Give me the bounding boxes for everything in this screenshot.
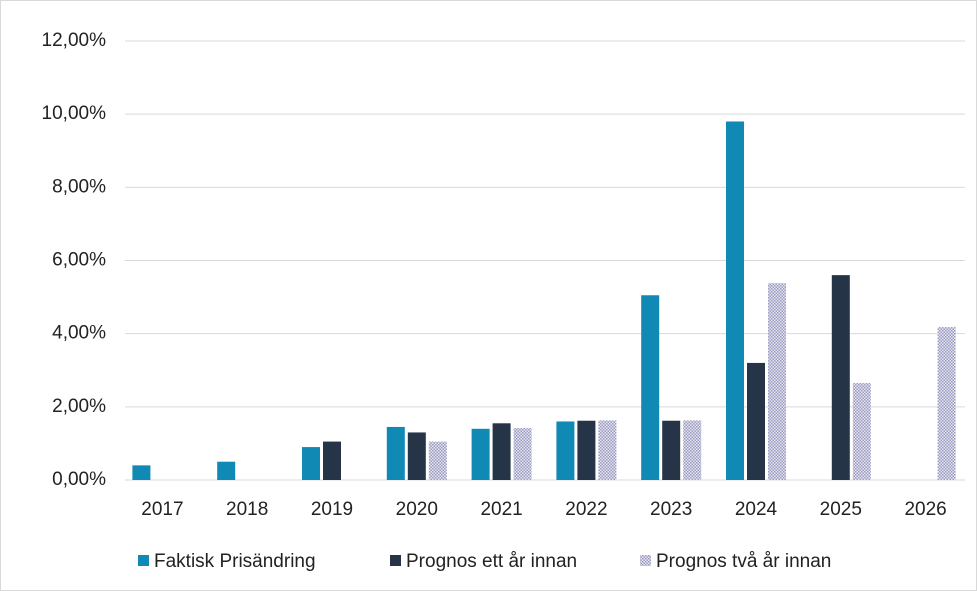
x-tick-label: 2025 (820, 499, 862, 520)
legend-label: Faktisk Prisändring (154, 551, 316, 572)
bar (577, 420, 596, 480)
bar (726, 121, 744, 480)
x-tick-label: 2020 (396, 499, 438, 520)
legend-label: Prognos två år innan (656, 551, 831, 572)
bar (641, 295, 660, 480)
bar (937, 327, 956, 480)
x-tick-label: 2018 (226, 499, 268, 520)
x-tick-label: 2023 (650, 499, 692, 520)
y-tick-label: 10,00% (42, 103, 107, 124)
x-tick-label: 2019 (311, 499, 353, 520)
bar (386, 426, 405, 480)
bar (768, 283, 786, 480)
bar (831, 275, 850, 480)
bar (217, 461, 236, 480)
legend-label: Prognos ett år innan (406, 551, 577, 572)
x-tick-label: 2024 (735, 499, 778, 520)
bar (598, 420, 617, 480)
y-tick-label: 6,00% (52, 250, 106, 271)
x-tick-label: 2022 (565, 499, 607, 520)
bar (132, 465, 151, 480)
legend-swatch (138, 555, 149, 566)
bar (852, 383, 871, 480)
bar (683, 420, 702, 480)
x-tick-label: 2021 (480, 499, 522, 520)
bar (747, 362, 765, 480)
x-tick-label: 2026 (904, 499, 946, 520)
bar (471, 428, 490, 480)
legend-swatch (640, 555, 651, 566)
bar (492, 423, 511, 480)
x-tick-label: 2017 (141, 499, 183, 520)
bar (407, 432, 426, 480)
y-tick-label: 2,00% (52, 396, 106, 417)
y-tick-label: 4,00% (52, 323, 106, 344)
y-tick-label: 8,00% (52, 176, 106, 197)
bar (662, 420, 681, 480)
y-tick-label: 0,00% (52, 469, 106, 490)
bar (323, 441, 341, 480)
bar (556, 421, 575, 480)
y-tick-label: 12,00% (42, 30, 107, 51)
bar (513, 428, 532, 480)
bar (302, 447, 320, 480)
legend-swatch (390, 555, 401, 566)
bar (428, 441, 447, 480)
